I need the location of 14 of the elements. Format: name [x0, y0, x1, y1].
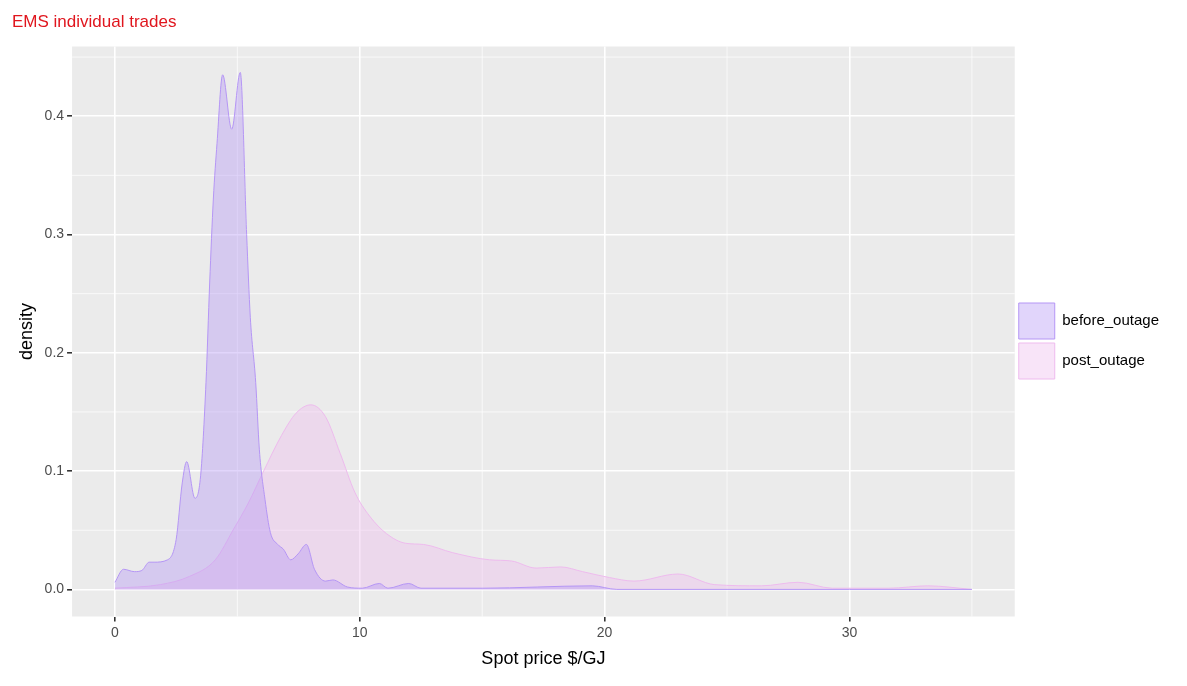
y-tick-label: 0.2: [44, 343, 65, 360]
y-tick-label: 0.1: [44, 461, 65, 478]
y-tick-label: 0.3: [44, 225, 65, 242]
x-axis-title: Spot price $/GJ: [481, 648, 606, 669]
chart-title: EMS individual trades: [12, 11, 177, 31]
x-tick-label: 20: [596, 623, 613, 640]
y-axis-title: density: [15, 302, 36, 361]
y-tick-label: 0.0: [44, 580, 65, 597]
y-tick-label: 0.4: [44, 107, 65, 124]
legend-label: post_outage: [1062, 351, 1145, 369]
x-tick-label: 0: [111, 623, 120, 640]
x-tick-label: 10: [351, 623, 368, 640]
legend-label: before_outage: [1062, 311, 1160, 329]
x-tick-label: 30: [841, 623, 858, 640]
